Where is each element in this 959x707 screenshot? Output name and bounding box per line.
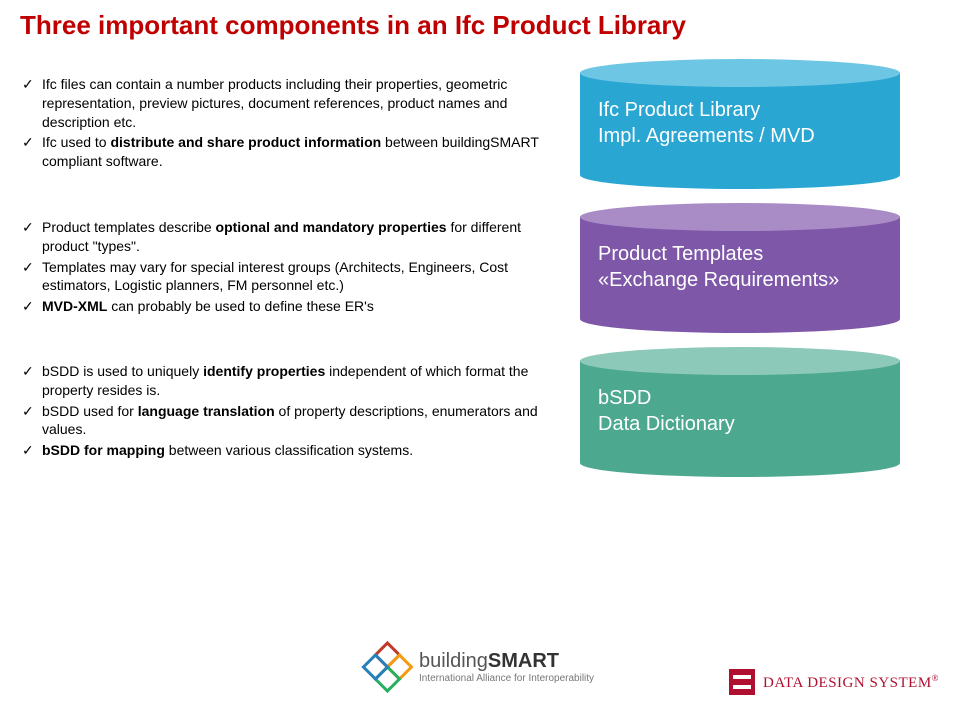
bullet-item: bSDD is used to uniquely identify proper… — [20, 362, 560, 400]
bullet-item: Templates may vary for special interest … — [20, 258, 560, 296]
content-row: bSDD is used to uniquely identify proper… — [0, 347, 959, 477]
cylinder-label: bSDDData Dictionary — [598, 385, 882, 437]
bullet-item: bSDD used for language translation of pr… — [20, 402, 560, 440]
bullet-group: bSDD is used to uniquely identify proper… — [20, 362, 580, 462]
bullet-group: Ifc files can contain a number products … — [20, 75, 580, 173]
bullet-item: Ifc used to distribute and share product… — [20, 133, 560, 171]
cylinder-graphic: bSDDData Dictionary — [580, 347, 900, 477]
cylinder-graphic: Ifc Product LibraryImpl. Agreements / MV… — [580, 59, 900, 189]
content-row: Ifc files can contain a number products … — [0, 59, 959, 189]
bullet-item: Product templates describe optional and … — [20, 218, 560, 256]
bullet-item: Ifc files can contain a number products … — [20, 75, 560, 132]
page-title: Three important components in an Ifc Pro… — [0, 0, 959, 59]
buildingsmart-logo: buildingSMART International Alliance for… — [365, 645, 594, 689]
cylinder-label: Product Templates«Exchange Requirements» — [598, 241, 882, 293]
dds-icon — [729, 669, 755, 695]
buildingsmart-text: buildingSMART International Alliance for… — [419, 650, 594, 684]
cylinder-graphic: Product Templates«Exchange Requirements» — [580, 203, 900, 333]
dds-logo: DATA DESIGN SYSTEM® — [729, 669, 939, 695]
buildingsmart-icon — [365, 645, 409, 689]
bullet-item: MVD-XML can probably be used to define t… — [20, 297, 560, 316]
footer-logos: buildingSMART International Alliance for… — [0, 617, 959, 707]
cylinder-label: Ifc Product LibraryImpl. Agreements / MV… — [598, 97, 882, 149]
bullet-group: Product templates describe optional and … — [20, 218, 580, 318]
content-row: Product templates describe optional and … — [0, 203, 959, 333]
bullet-item: bSDD for mapping between various classif… — [20, 441, 560, 460]
dds-text: DATA DESIGN SYSTEM® — [763, 673, 939, 692]
